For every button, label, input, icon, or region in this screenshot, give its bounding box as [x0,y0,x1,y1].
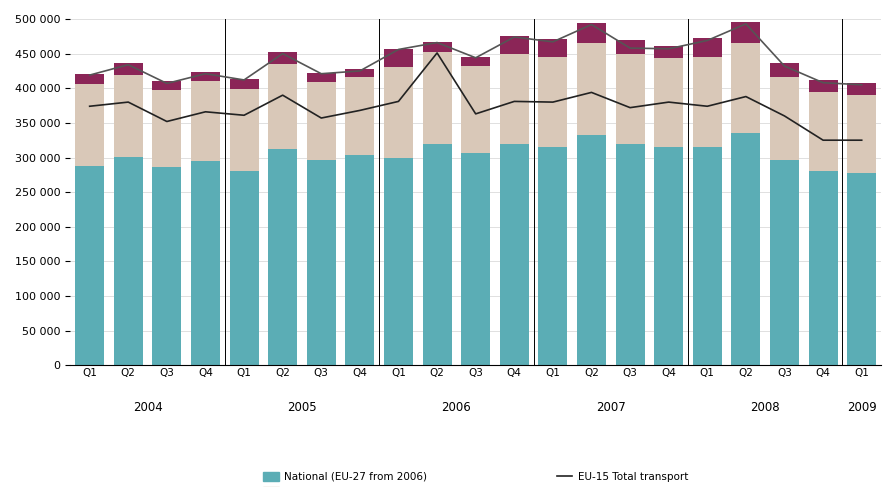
Bar [538,57,567,147]
Bar [191,81,220,161]
Bar [538,147,567,365]
Bar [152,90,181,167]
Bar [114,75,142,157]
Text: 2006: 2006 [442,401,471,414]
Text: 2009: 2009 [847,401,876,414]
Bar [229,78,259,89]
Text: 2007: 2007 [596,401,625,414]
Bar [306,160,336,365]
Text: 2004: 2004 [133,401,162,414]
Bar [848,95,876,173]
Bar [693,37,722,57]
Bar [770,63,799,77]
Bar [770,77,799,160]
Bar [808,80,838,92]
Bar [345,77,375,155]
Bar [616,55,644,144]
Bar [731,22,761,43]
Bar [384,68,413,157]
Bar [268,52,297,64]
Bar [268,149,297,365]
Bar [423,42,452,52]
Bar [848,173,876,365]
Bar [538,39,567,57]
Bar [461,57,490,66]
Bar [461,66,490,153]
Bar [577,42,606,134]
Bar [345,69,375,77]
Bar [500,55,529,144]
Bar [152,167,181,365]
Bar [191,72,220,81]
Bar [75,84,104,166]
Bar [654,46,683,58]
Bar [770,160,799,365]
Bar [306,73,336,82]
Text: 2008: 2008 [750,401,780,414]
Bar [731,133,761,365]
Bar [461,153,490,365]
Bar [75,74,104,84]
Bar [191,161,220,365]
Bar [306,82,336,160]
Bar [654,58,683,147]
Bar [500,37,529,55]
Bar [693,57,722,147]
Bar [500,144,529,365]
Legend: National (EU-27 from 2006), International loaded unloaded (EU-27 from 2006), Cro: National (EU-27 from 2006), Internationa… [259,468,692,487]
Bar [114,63,142,75]
Bar [654,147,683,365]
Bar [848,83,876,95]
Bar [423,52,452,144]
Bar [808,92,838,171]
Bar [616,144,644,365]
Bar [577,23,606,42]
Bar [384,50,413,68]
Bar [423,144,452,365]
Bar [808,171,838,365]
Bar [268,64,297,149]
Text: 2005: 2005 [287,401,317,414]
Bar [75,166,104,365]
Bar [114,157,142,365]
Bar [229,89,259,170]
Bar [384,157,413,365]
Bar [731,43,761,133]
Bar [577,134,606,365]
Bar [616,40,644,55]
Bar [693,147,722,365]
Bar [229,170,259,365]
Bar [345,155,375,365]
Bar [152,81,181,90]
